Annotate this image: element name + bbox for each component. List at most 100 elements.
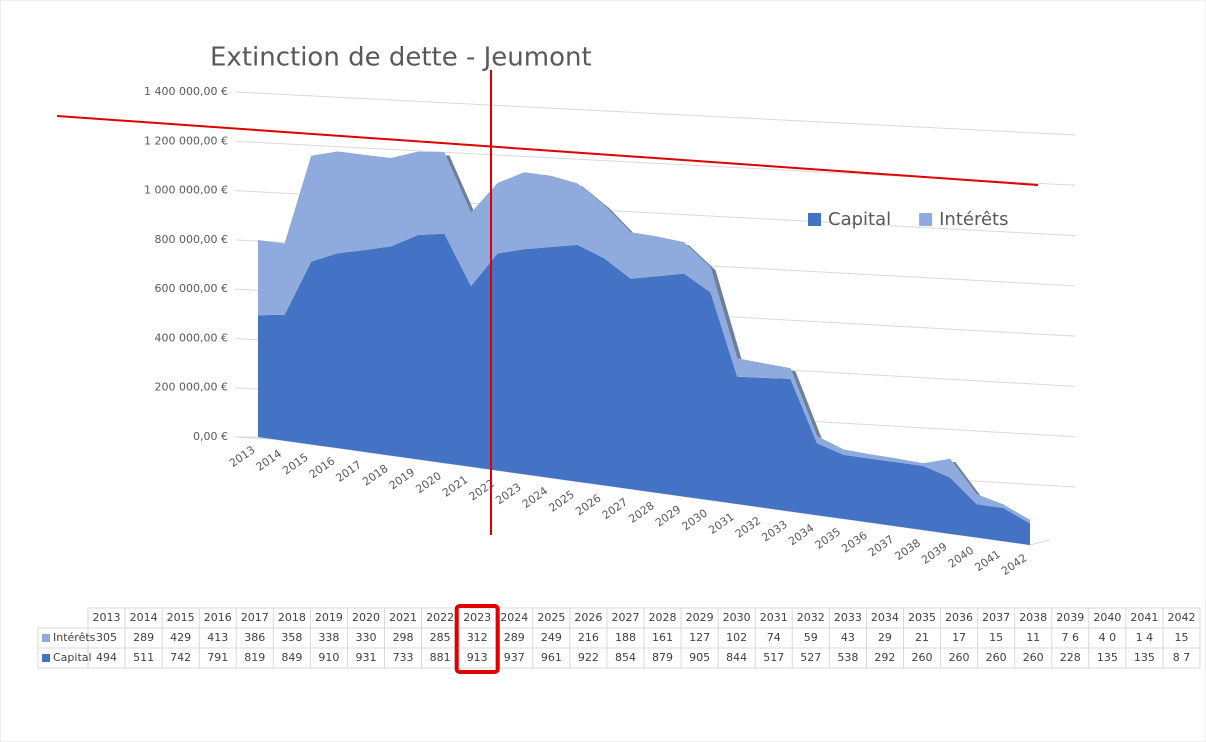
highlight-box [454,604,500,674]
legend-swatch [808,213,821,226]
table-cell: 188 [615,631,636,644]
table-cell: 854 [615,651,636,664]
table-cell: 931 [356,651,377,664]
table-header: 2028 [649,611,677,624]
table-cell: 330 [356,631,377,644]
table-header: 2021 [389,611,417,624]
table-cell: 74 [767,631,781,644]
table-cell: 922 [578,651,599,664]
legend-swatch [919,213,933,226]
table-header: 2026 [574,611,602,624]
table-cell: 17 [952,631,966,644]
table-header: 2041 [1130,611,1158,624]
table-cell: 517 [763,651,784,664]
table-cell: 1 4 [1136,631,1154,644]
table-cell: 292 [874,651,895,664]
table-header: 2025 [537,611,565,624]
table-cell: 961 [541,651,562,664]
table-cell: 7 6 [1062,631,1080,644]
table-cell: 733 [393,651,414,664]
y-tick-label: 600 000,00 € [155,282,228,295]
table-row-label: Intérêts [53,631,96,644]
y-tick-label: 1 000 000,00 € [144,184,228,197]
table-cell: 11 [1026,631,1040,644]
table-swatch [42,654,50,662]
table-header: 2037 [982,611,1010,624]
table-cell: 538 [837,651,858,664]
table-cell: 249 [541,631,562,644]
table-cell: 913 [467,651,488,664]
annotation-line [56,115,1039,186]
table-header: 2030 [723,611,751,624]
table-header: 2022 [426,611,454,624]
y-tick-label: 0,00 € [193,430,228,443]
table-cell: 844 [726,651,747,664]
table-cell: 905 [689,651,710,664]
table-cell: 102 [726,631,747,644]
table-header: 2039 [1056,611,1084,624]
y-tick-label: 200 000,00 € [155,381,228,394]
table-cell: 338 [318,631,339,644]
table-header: 2035 [908,611,936,624]
legend-label: Intérêts [939,209,1008,230]
table-header: 2029 [686,611,714,624]
table-cell: 742 [170,651,191,664]
table-cell: 260 [949,651,970,664]
table-header: 2036 [945,611,973,624]
chart-title: Extinction de dette - Jeumont [210,43,592,73]
table-header: 2031 [760,611,788,624]
table-cell: 791 [207,651,228,664]
table-header: 2019 [315,611,343,624]
table-cell: 879 [652,651,673,664]
table-cell: 15 [1174,631,1188,644]
table-header: 2016 [204,611,232,624]
table-header: 2023 [463,611,491,624]
table-cell: 289 [504,631,525,644]
area [258,151,1030,524]
table-swatch [42,634,50,642]
table-cell: 819 [244,651,265,664]
table-header: 2017 [241,611,269,624]
table-cell: 937 [504,651,525,664]
table-cell: 260 [986,651,1007,664]
table-header: 2040 [1093,611,1121,624]
table-cell: 59 [804,631,818,644]
table-cell: 305 [96,631,117,644]
table-header: 2014 [130,611,158,624]
y-tick-label: 400 000,00 € [155,331,228,344]
table-cell: 849 [281,651,302,664]
table-cell: 511 [133,651,154,664]
table-header: 2027 [611,611,639,624]
table-cell: 413 [207,631,228,644]
table-cell: 127 [689,631,710,644]
table-cell: 15 [989,631,1003,644]
table-cell: 285 [430,631,451,644]
area [258,233,1030,545]
table-header: 2032 [797,611,825,624]
table-row-label: Capital [53,651,92,664]
table-cell: 216 [578,631,599,644]
table-cell: 21 [915,631,929,644]
y-tick-label: 800 000,00 € [155,233,228,246]
legend-label: Capital [828,209,891,230]
grid-line [234,91,1076,136]
table-cell: 43 [841,631,855,644]
table-cell: 386 [244,631,265,644]
table-cell: 494 [96,651,117,664]
table-cell: 289 [133,631,154,644]
table-cell: 260 [912,651,933,664]
table-cell: 527 [800,651,821,664]
y-tick-label: 1 400 000,00 € [144,85,228,98]
table-cell: 161 [652,631,673,644]
table-cell: 298 [393,631,414,644]
table-header: 2024 [500,611,528,624]
table-header: 2020 [352,611,380,624]
table-cell: 228 [1060,651,1081,664]
table-header: 2018 [278,611,306,624]
table-header: 2034 [871,611,899,624]
table-header: 2015 [167,611,195,624]
table-header: 2013 [93,611,121,624]
table-cell: 135 [1134,651,1155,664]
table-cell: 312 [467,631,488,644]
